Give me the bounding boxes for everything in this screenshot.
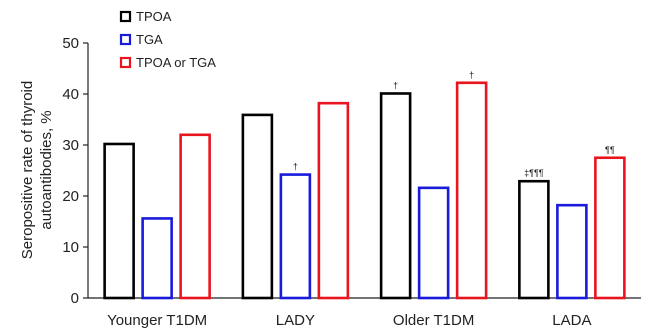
bar-tpoa-lada	[518, 179, 550, 300]
significance-annotation: †	[393, 80, 398, 90]
bar-tga-lada	[556, 203, 588, 300]
significance-annotation: †	[469, 70, 474, 80]
x-tick-label: LADY	[276, 312, 315, 329]
bars	[103, 81, 626, 300]
x-tick-label: Younger T1DM	[107, 312, 207, 329]
x-tick-label: Older T1DM	[393, 312, 474, 329]
y-tick-label: 20	[62, 188, 79, 205]
bar-tga-younger-t1dm	[141, 217, 173, 300]
axes: 0 10 20 30 40 50	[62, 35, 641, 307]
significance-annotation: †	[293, 162, 298, 172]
legend-swatch	[119, 56, 132, 69]
annotations: † † † ‡¶¶¶ ¶¶	[293, 70, 615, 178]
y-tick-label: 10	[62, 239, 79, 256]
y-tick-label: 50	[62, 35, 79, 52]
bar-tpoa-or-tga-lady	[317, 101, 350, 300]
y-tick-label: 40	[62, 86, 79, 103]
legend: TPOA TGA TPOA or TGA	[119, 9, 216, 70]
bar-tpoa-lady	[241, 113, 274, 300]
bar-tpoa-or-tga-older-t1dm	[455, 81, 488, 300]
y-tick-label: 30	[62, 137, 79, 154]
legend-label: TPOA	[136, 9, 172, 24]
legend-swatch	[119, 33, 132, 46]
legend-label: TPOA or TGA	[136, 55, 216, 70]
bar-tpoa-or-tga-younger-t1dm	[179, 133, 211, 300]
significance-annotation: ‡¶¶¶	[524, 168, 544, 178]
significance-annotation: ¶¶	[605, 145, 615, 155]
x-tick-label: LADA	[552, 312, 591, 329]
bar-tpoa-or-tga-lada	[594, 156, 626, 300]
bar-tga-older-t1dm	[417, 186, 450, 300]
y-axis-title: Seropositive rate of thyroid autoantibodi…	[19, 81, 55, 259]
bar-tpoa-older-t1dm	[379, 92, 412, 300]
bar-tpoa-younger-t1dm	[103, 142, 135, 300]
y-axis-title-line: autoantibodies, %	[38, 110, 55, 229]
legend-swatch	[119, 10, 132, 23]
y-axis-title-line: Seropositive rate of thyroid	[19, 81, 36, 259]
bar-tga-lady	[279, 173, 312, 300]
legend-label: TGA	[136, 32, 163, 47]
category-labels: Younger T1DM LADY Older T1DM LADA	[107, 312, 591, 329]
y-tick-label: 0	[71, 290, 79, 307]
